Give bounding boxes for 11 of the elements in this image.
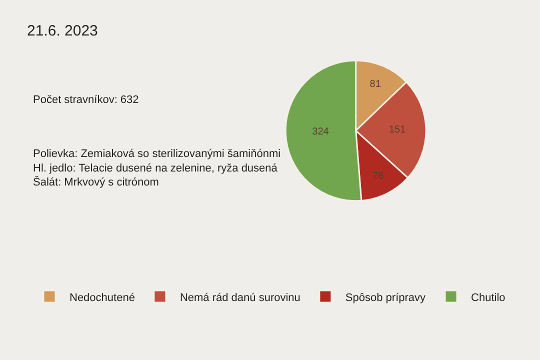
legend-label: Spôsob prípravy (345, 292, 426, 304)
legend-label: Nemá rád danú surovinu (180, 292, 300, 304)
text: Počet stravníkov: 632 (33, 94, 139, 106)
chart-title: 21.6. 2023 (27, 22, 98, 40)
legend-label: Nedochutené (70, 292, 135, 304)
data-label: 81 (370, 78, 382, 90)
data-label: 151 (388, 124, 406, 136)
data-label: 76 (372, 171, 384, 182)
data-label: 324 (312, 126, 330, 138)
legend-label: Chutilo (471, 292, 506, 304)
text: Polievka: Zemiaková so sterilizovanými šamiňónmi Hl. jedlo: Telacie dusené na zelenine, ryža dusená Šalát: Mrkvový s citrónom (33, 148, 281, 189)
